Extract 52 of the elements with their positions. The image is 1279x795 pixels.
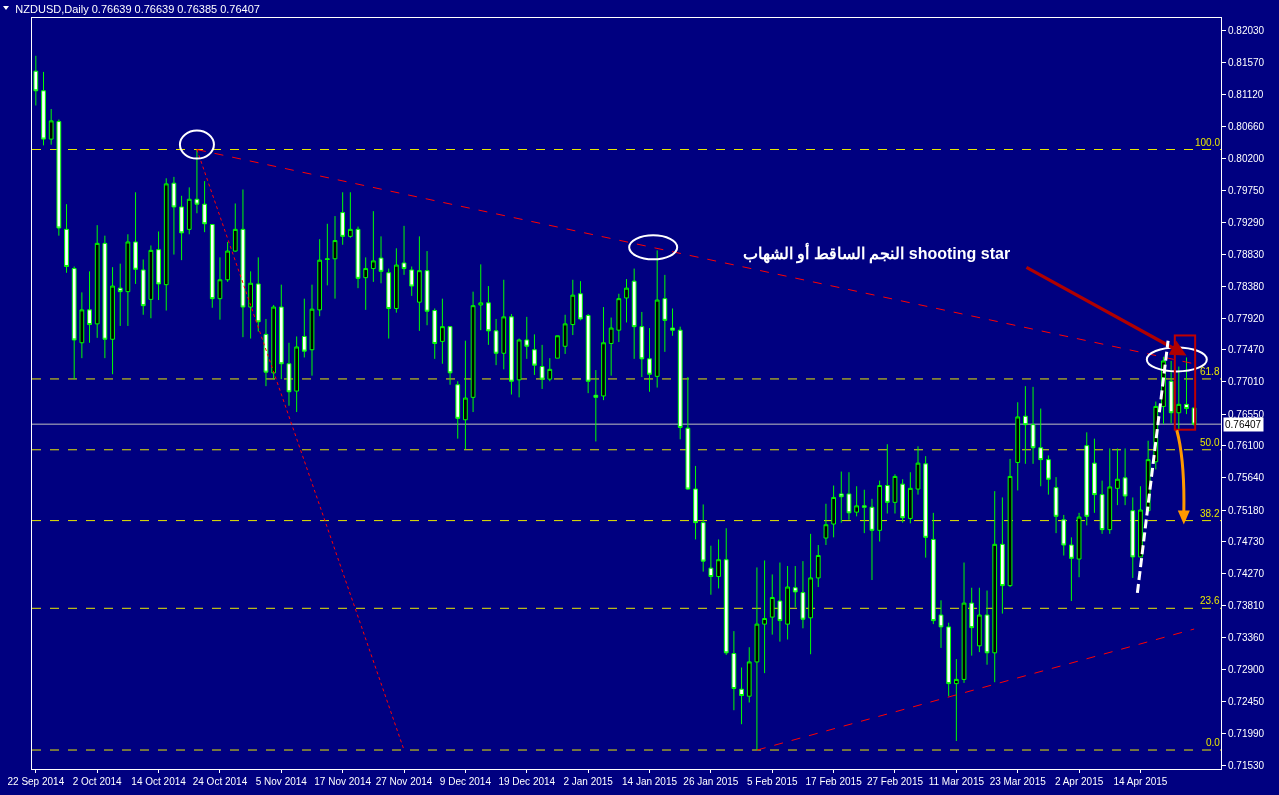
annotation: 0.0 bbox=[1206, 737, 1221, 748]
annotation: 50.0 bbox=[1200, 437, 1220, 448]
y-tick-label: 0.80200 bbox=[1228, 153, 1265, 165]
x-tick-label: 22 Sep 2014 bbox=[7, 776, 65, 787]
x-tick-label: 14 Oct 2014 bbox=[131, 776, 187, 787]
x-tick-label: 5 Nov 2014 bbox=[255, 776, 308, 787]
annotation: 100.0 bbox=[1195, 137, 1221, 148]
y-tick-label: 0.75640 bbox=[1228, 472, 1265, 484]
y-tick-label: 0.71530 bbox=[1228, 760, 1265, 771]
x-tick-label: 23 Mar 2015 bbox=[989, 776, 1047, 787]
y-tick-label: 0.79750 bbox=[1228, 184, 1265, 196]
y-tick-label: 0.71990 bbox=[1228, 727, 1265, 739]
y-tick-label: 0.76100 bbox=[1228, 440, 1265, 452]
y-tick-label: 0.72900 bbox=[1228, 664, 1265, 676]
ref-line-label: 0.76407 bbox=[1225, 419, 1262, 430]
y-tick-label: 0.80660 bbox=[1228, 120, 1265, 132]
y-tick-label: 0.81120 bbox=[1228, 88, 1264, 100]
y-tick-label: 0.74270 bbox=[1228, 568, 1265, 580]
x-tick-label: 27 Nov 2014 bbox=[375, 776, 433, 787]
x-tick-label: 2 Oct 2014 bbox=[72, 776, 123, 787]
x-tick-label: 9 Dec 2014 bbox=[439, 776, 492, 787]
y-tick-label: 0.75180 bbox=[1228, 504, 1265, 516]
x-tick-label: 24 Oct 2014 bbox=[192, 776, 248, 787]
x-tick-label: 17 Nov 2014 bbox=[314, 776, 372, 787]
y-tick-label: 0.78830 bbox=[1228, 249, 1265, 261]
x-tick-label: 2 Jan 2015 bbox=[563, 776, 614, 787]
x-tick-label: 5 Feb 2015 bbox=[746, 776, 798, 787]
x-tick-label: 14 Jan 2015 bbox=[621, 776, 678, 787]
annotation: 23.6 bbox=[1200, 595, 1220, 606]
y-tick-label: 0.72450 bbox=[1228, 695, 1265, 707]
y-tick-label: 0.77470 bbox=[1228, 344, 1265, 356]
y-tick-label: 0.73810 bbox=[1228, 600, 1265, 612]
annotation: 38.2 bbox=[1200, 508, 1220, 519]
y-tick-label: 0.82030 bbox=[1228, 25, 1265, 37]
x-tick-label: 11 Mar 2015 bbox=[928, 776, 985, 787]
x-tick-label: 17 Feb 2015 bbox=[805, 776, 863, 787]
y-tick-label: 0.74730 bbox=[1228, 536, 1265, 548]
x-tick-label: 26 Jan 2015 bbox=[683, 776, 739, 787]
y-tick-label: 0.78380 bbox=[1228, 280, 1265, 292]
y-tick-label: 0.77010 bbox=[1228, 376, 1265, 388]
y-tick-label: 0.79290 bbox=[1228, 216, 1265, 228]
y-tick-label: 0.73360 bbox=[1228, 631, 1265, 643]
y-tick-label: 0.81570 bbox=[1228, 57, 1265, 69]
x-tick-label: 19 Dec 2014 bbox=[498, 776, 556, 787]
chart-title: NZDUSD,Daily 0.76639 0.76639 0.76385 0.76407 bbox=[15, 3, 260, 16]
x-tick-label: 14 Apr 2015 bbox=[1113, 776, 1168, 787]
annotation: النجم الساقط أو الشهاب shooting star bbox=[743, 242, 1011, 264]
y-tick-label: 0.76550 bbox=[1228, 408, 1265, 420]
x-tick-label: 2 Apr 2015 bbox=[1054, 776, 1104, 787]
annotation: 61.8 bbox=[1200, 366, 1220, 377]
x-tick-label: 27 Feb 2015 bbox=[866, 776, 924, 787]
y-tick-label: 0.77920 bbox=[1228, 312, 1265, 324]
